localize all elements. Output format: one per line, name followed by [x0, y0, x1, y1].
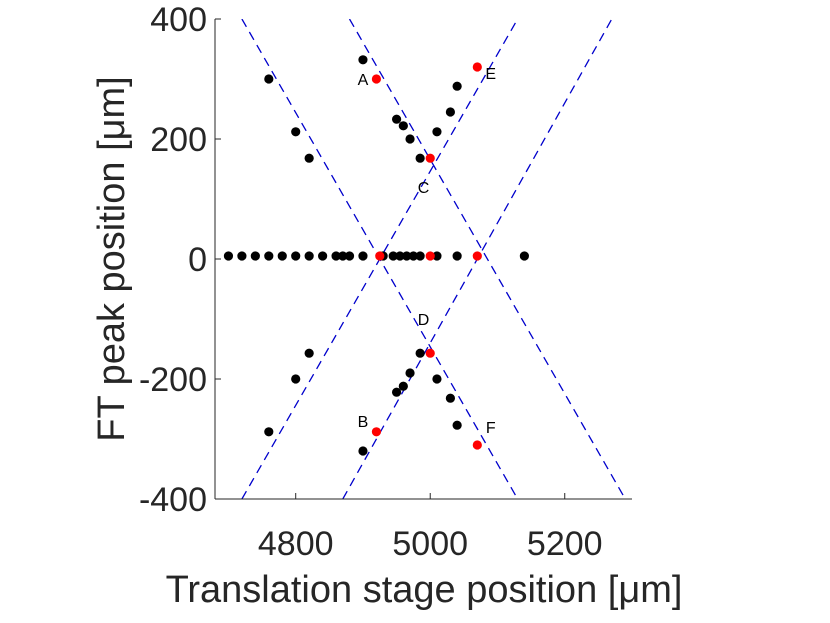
x-tick-label: 5000: [392, 525, 468, 563]
data-point-6: [304, 251, 314, 261]
y-tick-label: -400: [139, 481, 207, 519]
data-point-5: [291, 251, 301, 261]
data-point-8: [331, 251, 341, 261]
data-point-3: [264, 251, 274, 261]
data-point-23: [304, 153, 314, 163]
data-point-38: [405, 368, 415, 378]
data-point-41: [445, 393, 456, 403]
highlight-point-3: [371, 427, 382, 437]
data-point-25: [291, 374, 301, 384]
data-point-1: [237, 251, 247, 261]
data-point-4: [277, 251, 287, 261]
data-point-40: [432, 374, 442, 384]
y-tick-label: 0: [188, 241, 207, 279]
fit-line-1: [348, 19, 626, 499]
data-point-21: [264, 74, 274, 84]
highlight-point-2: [425, 153, 435, 163]
data-point-28: [391, 114, 402, 124]
x-axis-label: Translation stage position [μm]: [166, 569, 683, 611]
data-point-42: [452, 420, 462, 430]
annotation-E: E: [485, 66, 496, 83]
data-point-20: [519, 251, 529, 261]
data-point-13: [388, 251, 398, 261]
x-tick-label: 4800: [258, 525, 334, 563]
data-point-9: [338, 251, 348, 261]
data-point-7: [318, 251, 328, 261]
data-point-10: [344, 251, 355, 261]
data-point-32: [432, 127, 442, 137]
data-point-18: [432, 251, 442, 261]
y-tick-label: -200: [139, 361, 207, 399]
data-point-39: [415, 348, 425, 358]
data-point-22: [291, 127, 301, 137]
x-tick-label: 5200: [527, 525, 603, 563]
highlight-point-1: [472, 62, 482, 72]
data-point-30: [405, 134, 415, 144]
data-point-17: [415, 251, 425, 261]
data-point-27: [358, 55, 368, 65]
data-point-16: [408, 251, 419, 261]
annotation-A: A: [358, 72, 369, 89]
y-tick-label: 200: [150, 121, 207, 159]
highlight-point-7: [425, 251, 435, 261]
data-point-14: [395, 251, 405, 261]
data-point-36: [391, 387, 402, 397]
highlight-point-0: [371, 74, 382, 84]
annotation-C: C: [418, 180, 430, 197]
highlight-point-6: [375, 251, 385, 261]
data-point-35: [358, 446, 368, 456]
data-point-24: [264, 427, 274, 437]
data-point-31: [415, 153, 425, 163]
data-point-37: [398, 381, 408, 391]
axis-labels: Translation stage position [μm] FT peak …: [91, 76, 682, 611]
data-point-0: [223, 251, 234, 261]
data-point-11: [358, 251, 368, 261]
axes: -400 -200 0 200 400 4800 5000 5200: [139, 1, 632, 563]
plot-area: A E C D B F: [223, 19, 626, 499]
annotation-B: B: [358, 414, 369, 431]
data-point-26: [304, 348, 314, 358]
data-point-29: [398, 121, 408, 131]
highlight-point-4: [472, 440, 482, 450]
data-point-19: [452, 251, 462, 261]
annotation-F: F: [486, 420, 496, 437]
y-tick-label: 400: [150, 1, 207, 39]
annotation-D: D: [418, 312, 430, 329]
highlight-point-8: [472, 251, 482, 261]
data-point-15: [402, 251, 412, 261]
data-point-2: [250, 251, 260, 261]
data-point-34: [452, 81, 462, 91]
y-axis-label: FT peak position [μm]: [91, 76, 133, 441]
highlight-point-5: [425, 348, 435, 358]
data-point-33: [445, 107, 456, 117]
